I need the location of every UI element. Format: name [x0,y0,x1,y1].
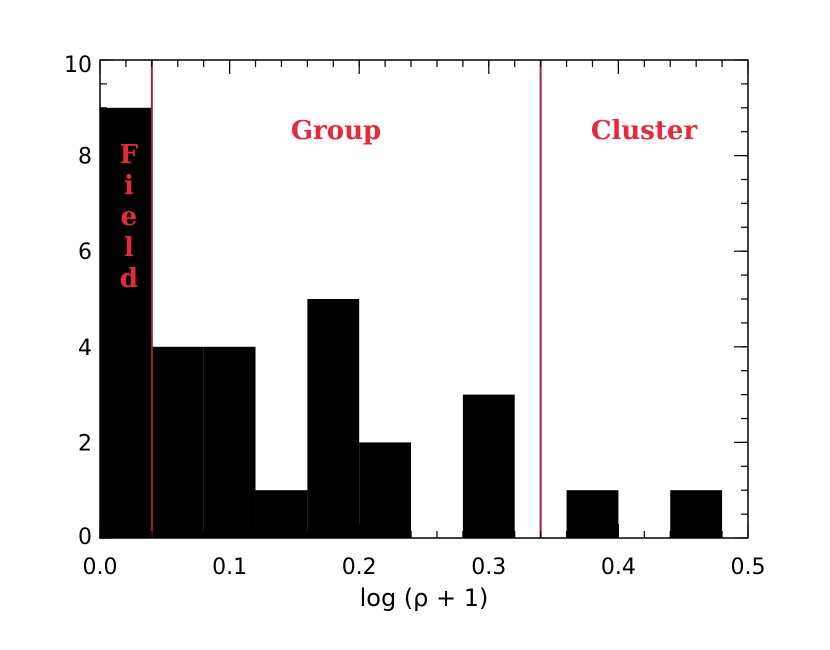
histogram-bar-0 [100,107,152,539]
histogram-bar-11 [670,490,723,538]
histogram-bar-3 [255,490,308,538]
y-tick-label-0: 0 [78,525,92,550]
field-label-letter-2: e [121,202,138,232]
field-label-letter-1: i [124,171,134,201]
y-tick-label-2: 4 [78,336,92,361]
x-tick-label-5: 0.5 [731,555,766,580]
histogram-bar-9 [566,490,619,538]
x-tick-label-3: 0.3 [471,555,506,580]
group-region-label: Group [291,116,381,146]
y-tick-label-4: 8 [78,145,92,170]
histogram-bar-5 [359,442,412,538]
x-tick-label-2: 0.2 [342,555,377,580]
field-label-letter-0: F [120,140,139,170]
field-label-letter-4: d [120,264,138,294]
y-tick-label-5: 10 [64,53,92,78]
x-tick-label-0: 0.0 [83,555,118,580]
tick-labels: 0.0 0.1 0.2 0.3 0.4 0.5 0 2 4 6 8 10 [64,53,766,580]
histogram-bar-4 [307,299,360,538]
x-axis-label: log (ρ + 1) [360,584,489,612]
boundary-lines [150,60,542,538]
y-tick-label-1: 2 [78,431,92,456]
x-tick-label-1: 0.1 [212,555,247,580]
x-tick-label-4: 0.4 [601,555,636,580]
plot-frame [99,59,749,539]
bars-layer [100,107,723,539]
histogram-bar-7 [462,394,515,538]
histogram-bar-2 [203,346,256,538]
histogram-bar-1 [151,346,204,538]
cluster-region-label: Cluster [591,116,698,146]
y-tick-label-3: 6 [78,240,92,265]
field-label-letter-3: l [124,233,134,263]
